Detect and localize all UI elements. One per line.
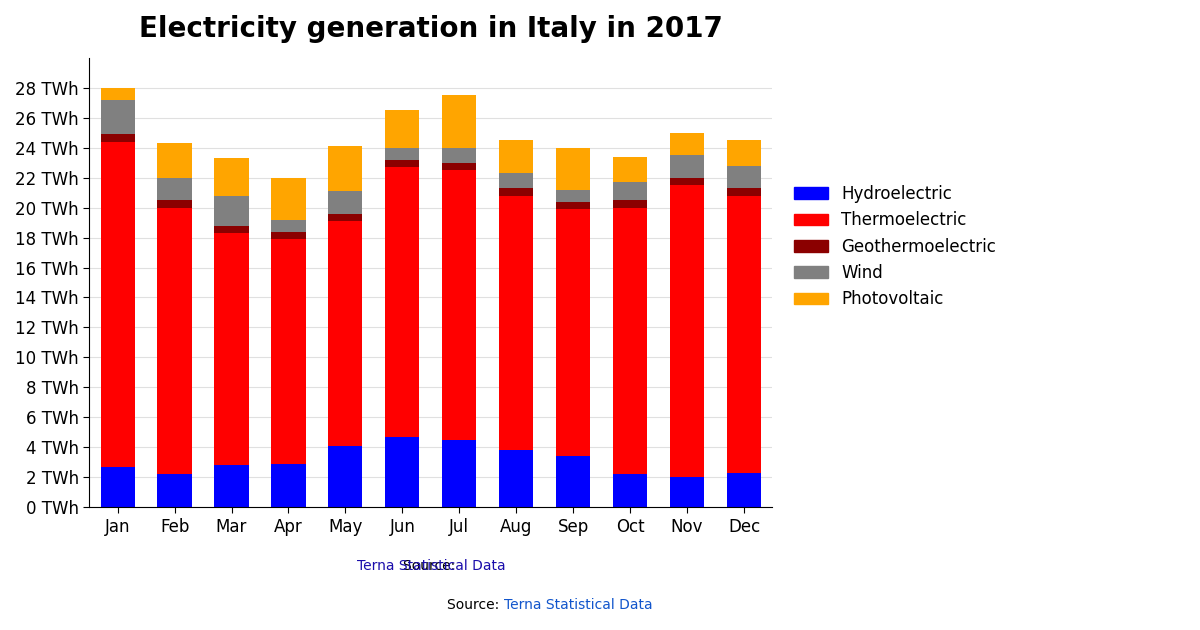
Bar	[329, 446, 362, 507]
Bar	[443, 440, 476, 507]
Bar	[271, 232, 306, 239]
Bar	[101, 100, 134, 134]
Bar	[101, 142, 134, 467]
Bar	[385, 110, 420, 147]
Bar	[727, 196, 761, 472]
Bar	[385, 437, 420, 507]
Bar	[271, 220, 306, 232]
Bar	[215, 233, 248, 465]
Bar	[271, 178, 306, 220]
Bar	[499, 450, 533, 507]
Text: Source:: Source:	[448, 598, 504, 612]
Bar	[385, 159, 420, 167]
Bar	[215, 196, 248, 226]
Bar	[499, 188, 533, 196]
Bar	[670, 185, 704, 477]
Bar	[157, 474, 192, 507]
Bar	[215, 158, 248, 196]
Bar	[215, 226, 248, 233]
Bar	[556, 202, 590, 209]
Bar	[727, 166, 761, 188]
Bar	[613, 157, 647, 182]
Bar	[556, 456, 590, 507]
Bar	[329, 221, 362, 446]
Bar	[157, 208, 192, 474]
Title: Electricity generation in Italy in 2017: Electricity generation in Italy in 2017	[139, 15, 722, 43]
Bar	[329, 214, 362, 221]
Bar	[670, 477, 704, 507]
Bar	[727, 140, 761, 166]
Bar	[385, 147, 420, 159]
Bar	[271, 239, 306, 464]
Bar	[613, 200, 647, 208]
Bar	[215, 465, 248, 507]
Bar	[101, 134, 134, 142]
Bar	[329, 146, 362, 191]
Legend: Hydroelectric, Thermoelectric, Geothermoelectric, Wind, Photovoltaic: Hydroelectric, Thermoelectric, Geothermo…	[787, 178, 1002, 315]
Bar	[499, 173, 533, 188]
Bar	[499, 140, 533, 173]
Bar	[670, 133, 704, 155]
Text: Source:: Source:	[402, 559, 460, 573]
Bar	[727, 472, 761, 507]
Text: Terna Statistical Data: Terna Statistical Data	[356, 559, 505, 573]
Bar	[101, 88, 134, 100]
Bar	[443, 170, 476, 440]
Bar	[613, 474, 647, 507]
Bar	[157, 200, 192, 208]
Bar	[670, 155, 704, 178]
Bar	[443, 163, 476, 170]
Bar	[670, 178, 704, 185]
Bar	[271, 464, 306, 507]
Bar	[613, 208, 647, 474]
Bar	[556, 209, 590, 456]
Bar	[443, 95, 476, 147]
Bar	[101, 467, 134, 507]
Bar	[556, 190, 590, 202]
Bar	[157, 143, 192, 178]
Bar	[556, 147, 590, 190]
Bar	[499, 196, 533, 450]
Bar	[443, 147, 476, 163]
Text: Terna Statistical Data: Terna Statistical Data	[504, 598, 653, 612]
Bar	[157, 178, 192, 200]
Bar	[385, 167, 420, 437]
Bar	[613, 182, 647, 200]
Bar	[329, 191, 362, 214]
Bar	[727, 188, 761, 196]
